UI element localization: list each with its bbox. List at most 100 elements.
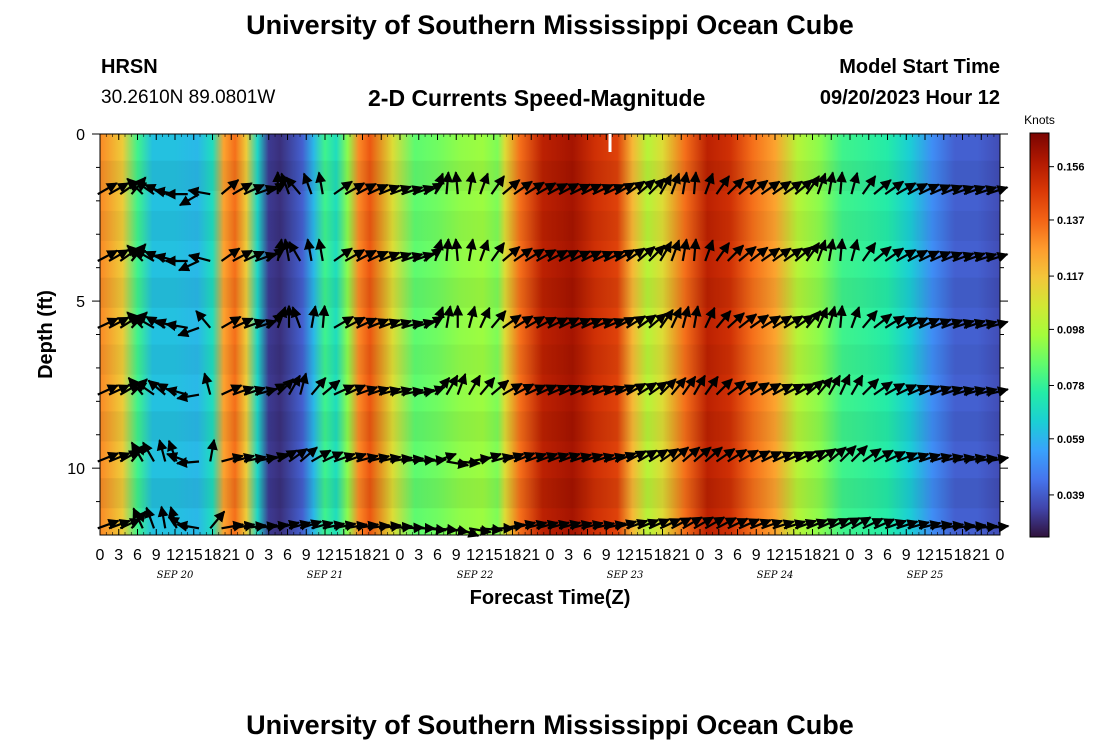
current-vector [614,451,637,463]
current-vector [443,305,455,329]
current-vector [794,450,817,463]
current-vector [689,171,701,195]
current-vector [895,182,917,196]
y-axis-label: Depth (ft) [35,290,57,379]
current-vector [963,184,986,196]
current-vector [941,251,963,263]
current-vector [907,452,930,463]
current-vector [434,172,445,195]
current-vector [232,453,256,464]
current-vector [220,247,241,262]
x-tick-label: 21 [372,547,390,564]
current-vector [333,384,355,396]
chart-subtitle: 2-D Currents Speed-Magnitude [368,85,706,111]
x-tick-label: 0 [696,547,705,564]
colorbar: Knots 0.156 0.137 0.117 0.098 0.078 0.059 0.039 [1024,113,1085,538]
current-vector [835,171,847,195]
current-vector [835,304,847,328]
date-label: SEP 25 [907,570,944,581]
current-vector [861,175,877,195]
current-vector [274,238,286,262]
current-vector [442,237,454,262]
x-tick-label: 3 [414,547,423,564]
current-vector [97,384,119,396]
current-vector [221,453,244,464]
current-vector [547,384,569,396]
current-vector [378,453,402,465]
current-vector [378,184,401,196]
current-vector [975,521,999,533]
current-vector [277,449,298,463]
current-vector [466,305,478,329]
current-vector [761,450,783,463]
page-title: University of Southern Mississippi Ocean… [246,10,854,40]
current-vector [974,252,998,263]
colorbar-tick-label: 0.137 [1057,215,1085,227]
current-vector [581,183,603,196]
current-vector [941,184,963,196]
current-vector [884,180,905,196]
current-vector [288,519,312,531]
current-vector [502,314,522,329]
current-vector [670,172,681,195]
current-vector [468,525,492,536]
current-vector [434,376,451,396]
current-vector [839,517,861,530]
current-vector [772,383,794,396]
current-vector [356,453,379,464]
current-vector [603,520,627,531]
current-vector [941,318,964,329]
x-tick-label: 9 [752,547,761,564]
current-vector [344,316,366,329]
current-vector [727,380,746,396]
current-vector [907,384,929,396]
date-label: SEP 24 [757,570,794,581]
current-vector [367,318,390,329]
date-label: SEP 22 [457,570,494,581]
current-vector [547,452,570,463]
current-vector [907,519,930,531]
current-vector [918,317,941,329]
current-vector [513,519,537,531]
current-vector [963,453,987,465]
current-vector [738,313,758,329]
current-vector [659,447,680,463]
x-tick-label: 9 [302,547,311,564]
x-tick-label: 3 [864,547,873,564]
current-vector [637,449,658,463]
current-vector [749,518,772,530]
current-vector [581,520,604,531]
current-vector [558,452,581,463]
current-vector [715,447,736,463]
current-vector [592,520,616,531]
current-vector [704,306,716,329]
current-vector [468,374,481,396]
current-vector [816,306,829,329]
current-vector [625,247,646,262]
current-vector [266,452,289,463]
x-tick-label: 0 [846,547,855,564]
current-vector [783,383,805,396]
current-vector [918,385,941,396]
current-vector [108,519,131,530]
current-vector [298,372,309,395]
current-vector [97,182,118,196]
current-vector [749,179,769,196]
current-vector [805,449,827,463]
depth-band-shade [100,277,1000,308]
current-vector [177,326,200,338]
current-vector [760,180,781,196]
current-vector [401,386,425,398]
current-vector [333,247,353,262]
x-tick-label: 3 [114,547,123,564]
current-vector [524,452,547,463]
current-vector [715,310,732,329]
x-tick-label: 0 [996,547,1005,564]
current-vector [513,383,535,396]
current-vector [637,518,660,530]
current-vector [265,382,287,396]
current-vector [209,510,226,530]
current-vector [232,385,255,396]
current-vector [826,305,838,329]
current-vector [626,519,649,530]
